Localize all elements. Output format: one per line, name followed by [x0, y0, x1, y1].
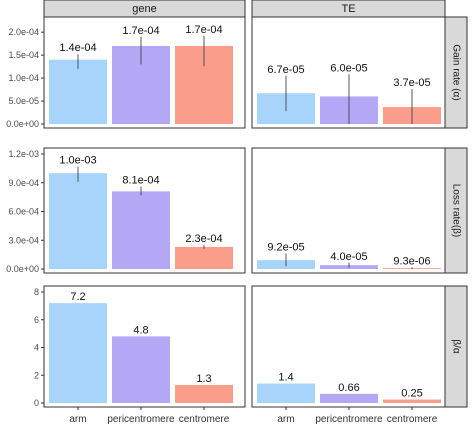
x-tick-label: pericentromere	[107, 414, 175, 425]
bar-value-label: 1.4	[278, 372, 293, 384]
bar-value-label: 0.25	[401, 388, 422, 400]
row-strip-label: Loss rate(β)	[450, 184, 461, 238]
panel-1-1	[251, 147, 446, 274]
x-tick-label: arm	[277, 414, 294, 425]
bar-value-label: 3.7e-05	[393, 77, 430, 89]
y-tick-label: 1.2e-03	[8, 149, 39, 159]
y-tick-label: 4	[34, 343, 39, 353]
bar-value-label: 1.0e-03	[59, 154, 96, 166]
row-strip-label: β/α	[450, 339, 461, 354]
x-tick-label: arm	[69, 414, 86, 425]
bar-value-label: 1.7e-04	[122, 25, 159, 37]
bar-value-label: 1.3	[196, 373, 211, 385]
y-tick-label: 5.0e-05	[8, 96, 39, 106]
bar-value-label: 2.3e-04	[185, 233, 222, 245]
bar-pericentromere	[320, 393, 378, 403]
bar-value-label: 9.2e-05	[267, 242, 304, 254]
bar-centromere	[175, 246, 233, 269]
y-tick-label: 1.0e-04	[8, 73, 39, 83]
bar-value-label: 4.0e-05	[330, 251, 367, 263]
y-tick-label: 9.0e-04	[8, 178, 39, 188]
row-strip-label: Gain rate (α)	[450, 44, 461, 100]
y-tick-label: 6.0e-04	[8, 207, 39, 217]
x-tick-label: centromere	[179, 414, 230, 425]
bar-value-label: 8.1e-04	[122, 175, 159, 187]
y-tick-label: 0.0e+00	[6, 119, 39, 129]
facet-strip-label: TE	[341, 3, 355, 15]
y-tick-label: 3.0e-04	[8, 235, 39, 245]
bar-centromere	[175, 384, 233, 403]
bar-value-label: 9.3e-06	[393, 255, 430, 267]
y-tick-label: 1.5e-04	[8, 50, 39, 60]
x-tick-label: pericentromere	[315, 414, 383, 425]
bar-arm	[49, 59, 107, 124]
bar-value-label: 1.7e-04	[185, 24, 222, 36]
bar-arm	[49, 303, 107, 403]
bar-arm	[49, 173, 107, 269]
x-tick-label: centromere	[387, 414, 438, 425]
bar-value-label: 6.0e-05	[330, 62, 367, 74]
y-tick-label: 2.0e-04	[8, 27, 39, 37]
bar-value-label: 4.8	[133, 324, 148, 336]
facet-strip-label: gene	[132, 3, 156, 15]
y-tick-label: 0	[34, 398, 39, 408]
bar-value-label: 6.7e-05	[267, 64, 304, 76]
bar-value-label: 7.2	[70, 291, 85, 303]
y-tick-label: 2	[34, 370, 39, 380]
bar-pericentromere	[112, 191, 170, 269]
bar-centromere	[383, 399, 441, 403]
bar-arm	[257, 383, 315, 403]
y-tick-label: 0.0e+00	[6, 264, 39, 274]
bar-pericentromere	[112, 336, 170, 403]
y-tick-label: 8	[34, 287, 39, 297]
bar-value-label: 0.66	[338, 382, 359, 394]
bar-value-label: 1.4e-04	[59, 42, 96, 54]
y-tick-label: 6	[34, 315, 39, 325]
